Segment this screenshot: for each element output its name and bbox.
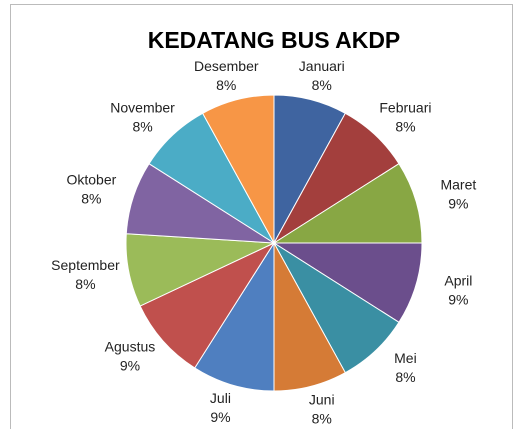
- slice-label-name: Juli: [210, 390, 231, 406]
- slice-label-name: Agustus: [105, 338, 156, 354]
- slice-label-name: November: [110, 99, 175, 115]
- slice-label-value: 8%: [395, 118, 415, 134]
- slice-label-value: 9%: [120, 357, 140, 373]
- slice-label-value: 9%: [448, 292, 468, 308]
- slice-label-value: 8%: [395, 369, 415, 385]
- slice-label-value: 8%: [312, 77, 332, 93]
- pie-slice: [272, 242, 423, 323]
- chart-title: KEDATANG BUS AKDP: [148, 27, 401, 53]
- slice-label-name: Maret: [440, 177, 476, 193]
- slice-label-name: Januari: [299, 58, 345, 74]
- slice-label-name: Mei: [394, 350, 417, 366]
- slice-label-name: Februari: [379, 99, 431, 115]
- slice-label-value: 8%: [216, 77, 236, 93]
- pie-slice: [139, 241, 276, 369]
- slice-label-name: Desember: [194, 58, 259, 74]
- pie-slice: [194, 241, 275, 392]
- slice-label-value: 9%: [210, 409, 230, 425]
- slice-label-value: 8%: [312, 410, 332, 426]
- slice-label-name: April: [444, 273, 472, 289]
- slice-label-name: Oktober: [66, 172, 116, 188]
- slice-label-name: Juni: [309, 391, 335, 407]
- pie-slice: [202, 94, 275, 244]
- slice-label-value: 8%: [75, 276, 95, 292]
- slice-label-value: 9%: [448, 196, 468, 212]
- slice-label-name: September: [51, 257, 120, 273]
- pie-slice: [272, 163, 423, 244]
- slice-label-value: 8%: [81, 191, 101, 207]
- slice-label-value: 8%: [132, 118, 152, 134]
